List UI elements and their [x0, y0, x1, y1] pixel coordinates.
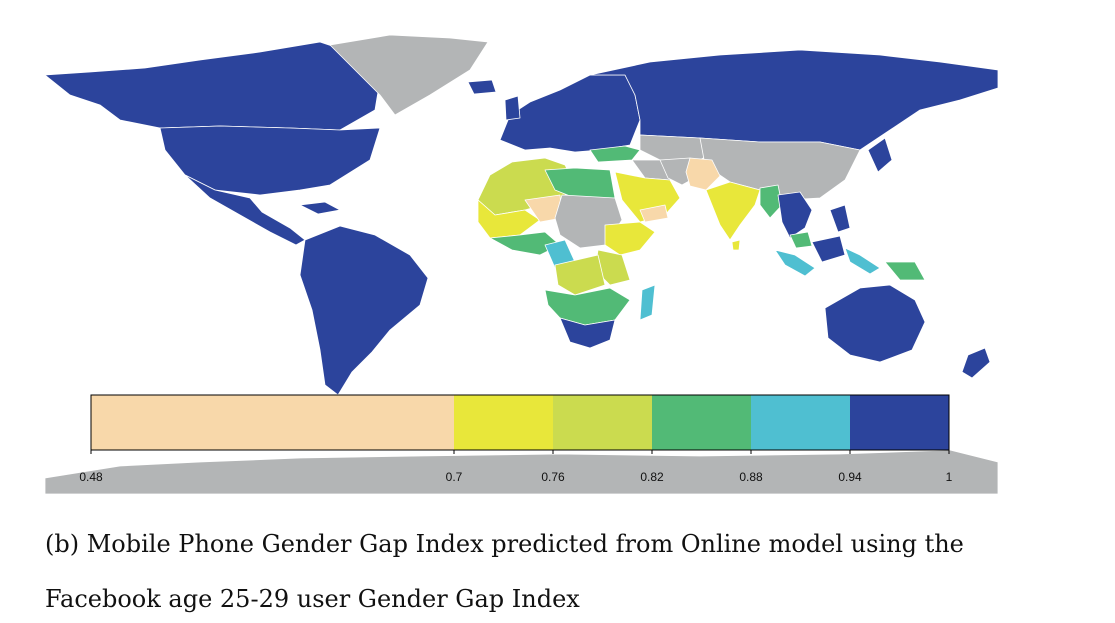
region-southern-africa [559, 317, 616, 349]
region-malaysia [789, 231, 813, 249]
region-russia [589, 49, 999, 151]
region-philippines [829, 204, 851, 233]
region-sumatra-java [774, 249, 816, 277]
legend-tick-label-4: 0.88 [739, 470, 763, 484]
region-indochina [777, 191, 813, 239]
legend-tick-label-0: 0.48 [79, 470, 103, 484]
legend-bin-3 [652, 395, 751, 450]
legend-bin-5 [850, 395, 949, 450]
region-south-america [299, 225, 429, 396]
region-congo [554, 254, 606, 296]
region-yemen [639, 204, 669, 223]
legend-bin-1 [454, 395, 553, 450]
legend-tick-label-2: 0.76 [541, 470, 565, 484]
region-sulawesi-islands [844, 247, 881, 275]
region-papua-new-guinea [884, 261, 926, 281]
legend-bin-0 [91, 395, 454, 450]
region-australia [824, 284, 926, 363]
legend-tick-label-1: 0.7 [446, 470, 463, 484]
region-antarctica [44, 449, 999, 495]
region-india [705, 181, 761, 241]
caption-line-1: (b) Mobile Phone Gender Gap Index predic… [45, 530, 964, 558]
region-new-zealand [961, 347, 991, 379]
region-borneo [811, 235, 846, 263]
legend-tick-label-3: 0.82 [640, 470, 664, 484]
region-iceland [467, 79, 497, 95]
legend-bin-4 [751, 395, 850, 450]
legend: 0.48 0.7 0.76 0.82 0.88 0.94 1 [79, 394, 953, 484]
region-canada-alaska [44, 41, 381, 131]
region-sahel-west [477, 199, 541, 239]
region-horn-of-africa [604, 221, 656, 256]
region-greenland [329, 34, 489, 116]
region-bangladesh-myanmar [759, 184, 783, 219]
region-turkey [589, 145, 641, 163]
world-choropleth-map: 0.48 0.7 0.76 0.82 0.88 0.94 1 [44, 34, 999, 495]
legend-tick-label-6: 1 [946, 470, 953, 484]
region-japan [867, 137, 893, 173]
legend-bin-2 [553, 395, 652, 450]
region-uk [504, 95, 521, 121]
region-sri-lanka [731, 239, 741, 251]
region-caribbean [299, 201, 341, 215]
legend-tick-label-5: 0.94 [838, 470, 862, 484]
legend-frame [90, 394, 950, 451]
caption-line-2: Facebook age 25-29 user Gender Gap Index [45, 585, 580, 613]
region-madagascar [639, 284, 656, 321]
